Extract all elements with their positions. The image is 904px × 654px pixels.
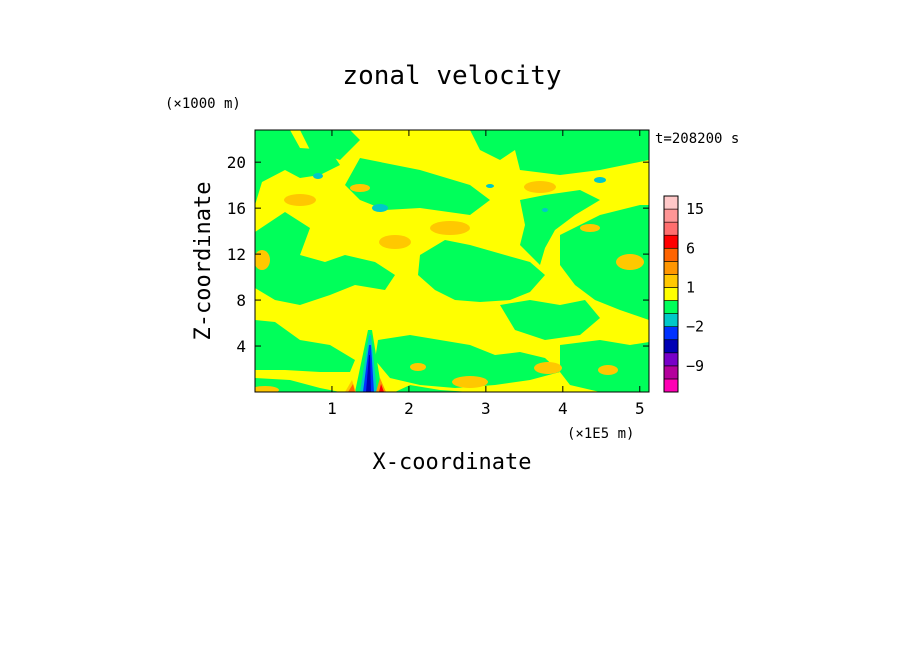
x-axis-ticks: 1 2 3 4 5 bbox=[327, 130, 645, 418]
colorbar-swatch bbox=[663, 326, 679, 341]
colorbar-tick-label: 1 bbox=[686, 278, 695, 296]
colorbar-swatch bbox=[663, 313, 679, 327]
plot-frame bbox=[254, 129, 650, 393]
x-tick-label: 2 bbox=[404, 399, 414, 418]
y-tick-label: 20 bbox=[227, 153, 246, 172]
x-axis-label: X-coordinate bbox=[373, 450, 532, 475]
colorbar-swatch bbox=[663, 221, 679, 236]
colorbar: 15 6 1 −2 −9 bbox=[663, 195, 704, 393]
y-unit-label: (×1000 m) bbox=[165, 96, 241, 112]
x-tick-label: 4 bbox=[558, 399, 568, 418]
colorbar-tick-label: 15 bbox=[686, 200, 704, 218]
colorbar-swatch bbox=[663, 300, 679, 314]
green-regions bbox=[255, 130, 649, 392]
time-label: t=208200 s bbox=[655, 131, 739, 147]
colorbar-swatch bbox=[663, 287, 679, 301]
colorbar-swatch bbox=[663, 352, 679, 367]
colorbar-swatch bbox=[663, 247, 679, 262]
orange-patches bbox=[255, 181, 644, 392]
y-tick-label: 16 bbox=[227, 199, 246, 218]
colorbar-frame bbox=[663, 195, 679, 393]
x-tick-label: 5 bbox=[635, 399, 645, 418]
colorbar-swatch bbox=[663, 234, 679, 249]
colorbar-tick-label: −9 bbox=[686, 357, 704, 375]
colorbar-swatch bbox=[663, 208, 679, 223]
colorbar-tick-label: 6 bbox=[686, 239, 695, 257]
colorbar-swatch bbox=[663, 339, 679, 354]
colorbar-tick-label: −2 bbox=[686, 318, 704, 336]
x-tick-label: 3 bbox=[481, 399, 491, 418]
y-axis-ticks: 4 8 12 16 20 bbox=[227, 153, 649, 356]
plot-area bbox=[255, 130, 649, 392]
colorbar-swatch bbox=[663, 365, 679, 380]
y-tick-label: 8 bbox=[236, 291, 246, 310]
plume-anomaly bbox=[345, 330, 386, 392]
y-tick-label: 12 bbox=[227, 245, 246, 264]
y-tick-label: 4 bbox=[236, 337, 246, 356]
x-tick-label: 1 bbox=[327, 399, 337, 418]
x-unit-label: (×1E5 m) bbox=[567, 426, 634, 442]
y-axis-label: Z-coordinate bbox=[191, 182, 216, 341]
colorbar-swatch bbox=[663, 261, 679, 275]
chart-title: zonal velocity bbox=[342, 61, 561, 91]
colorbar-swatch bbox=[663, 274, 679, 288]
cyan-spots bbox=[313, 173, 606, 212]
colorbar-swatch bbox=[663, 195, 679, 210]
colorbar-swatch bbox=[663, 378, 679, 393]
